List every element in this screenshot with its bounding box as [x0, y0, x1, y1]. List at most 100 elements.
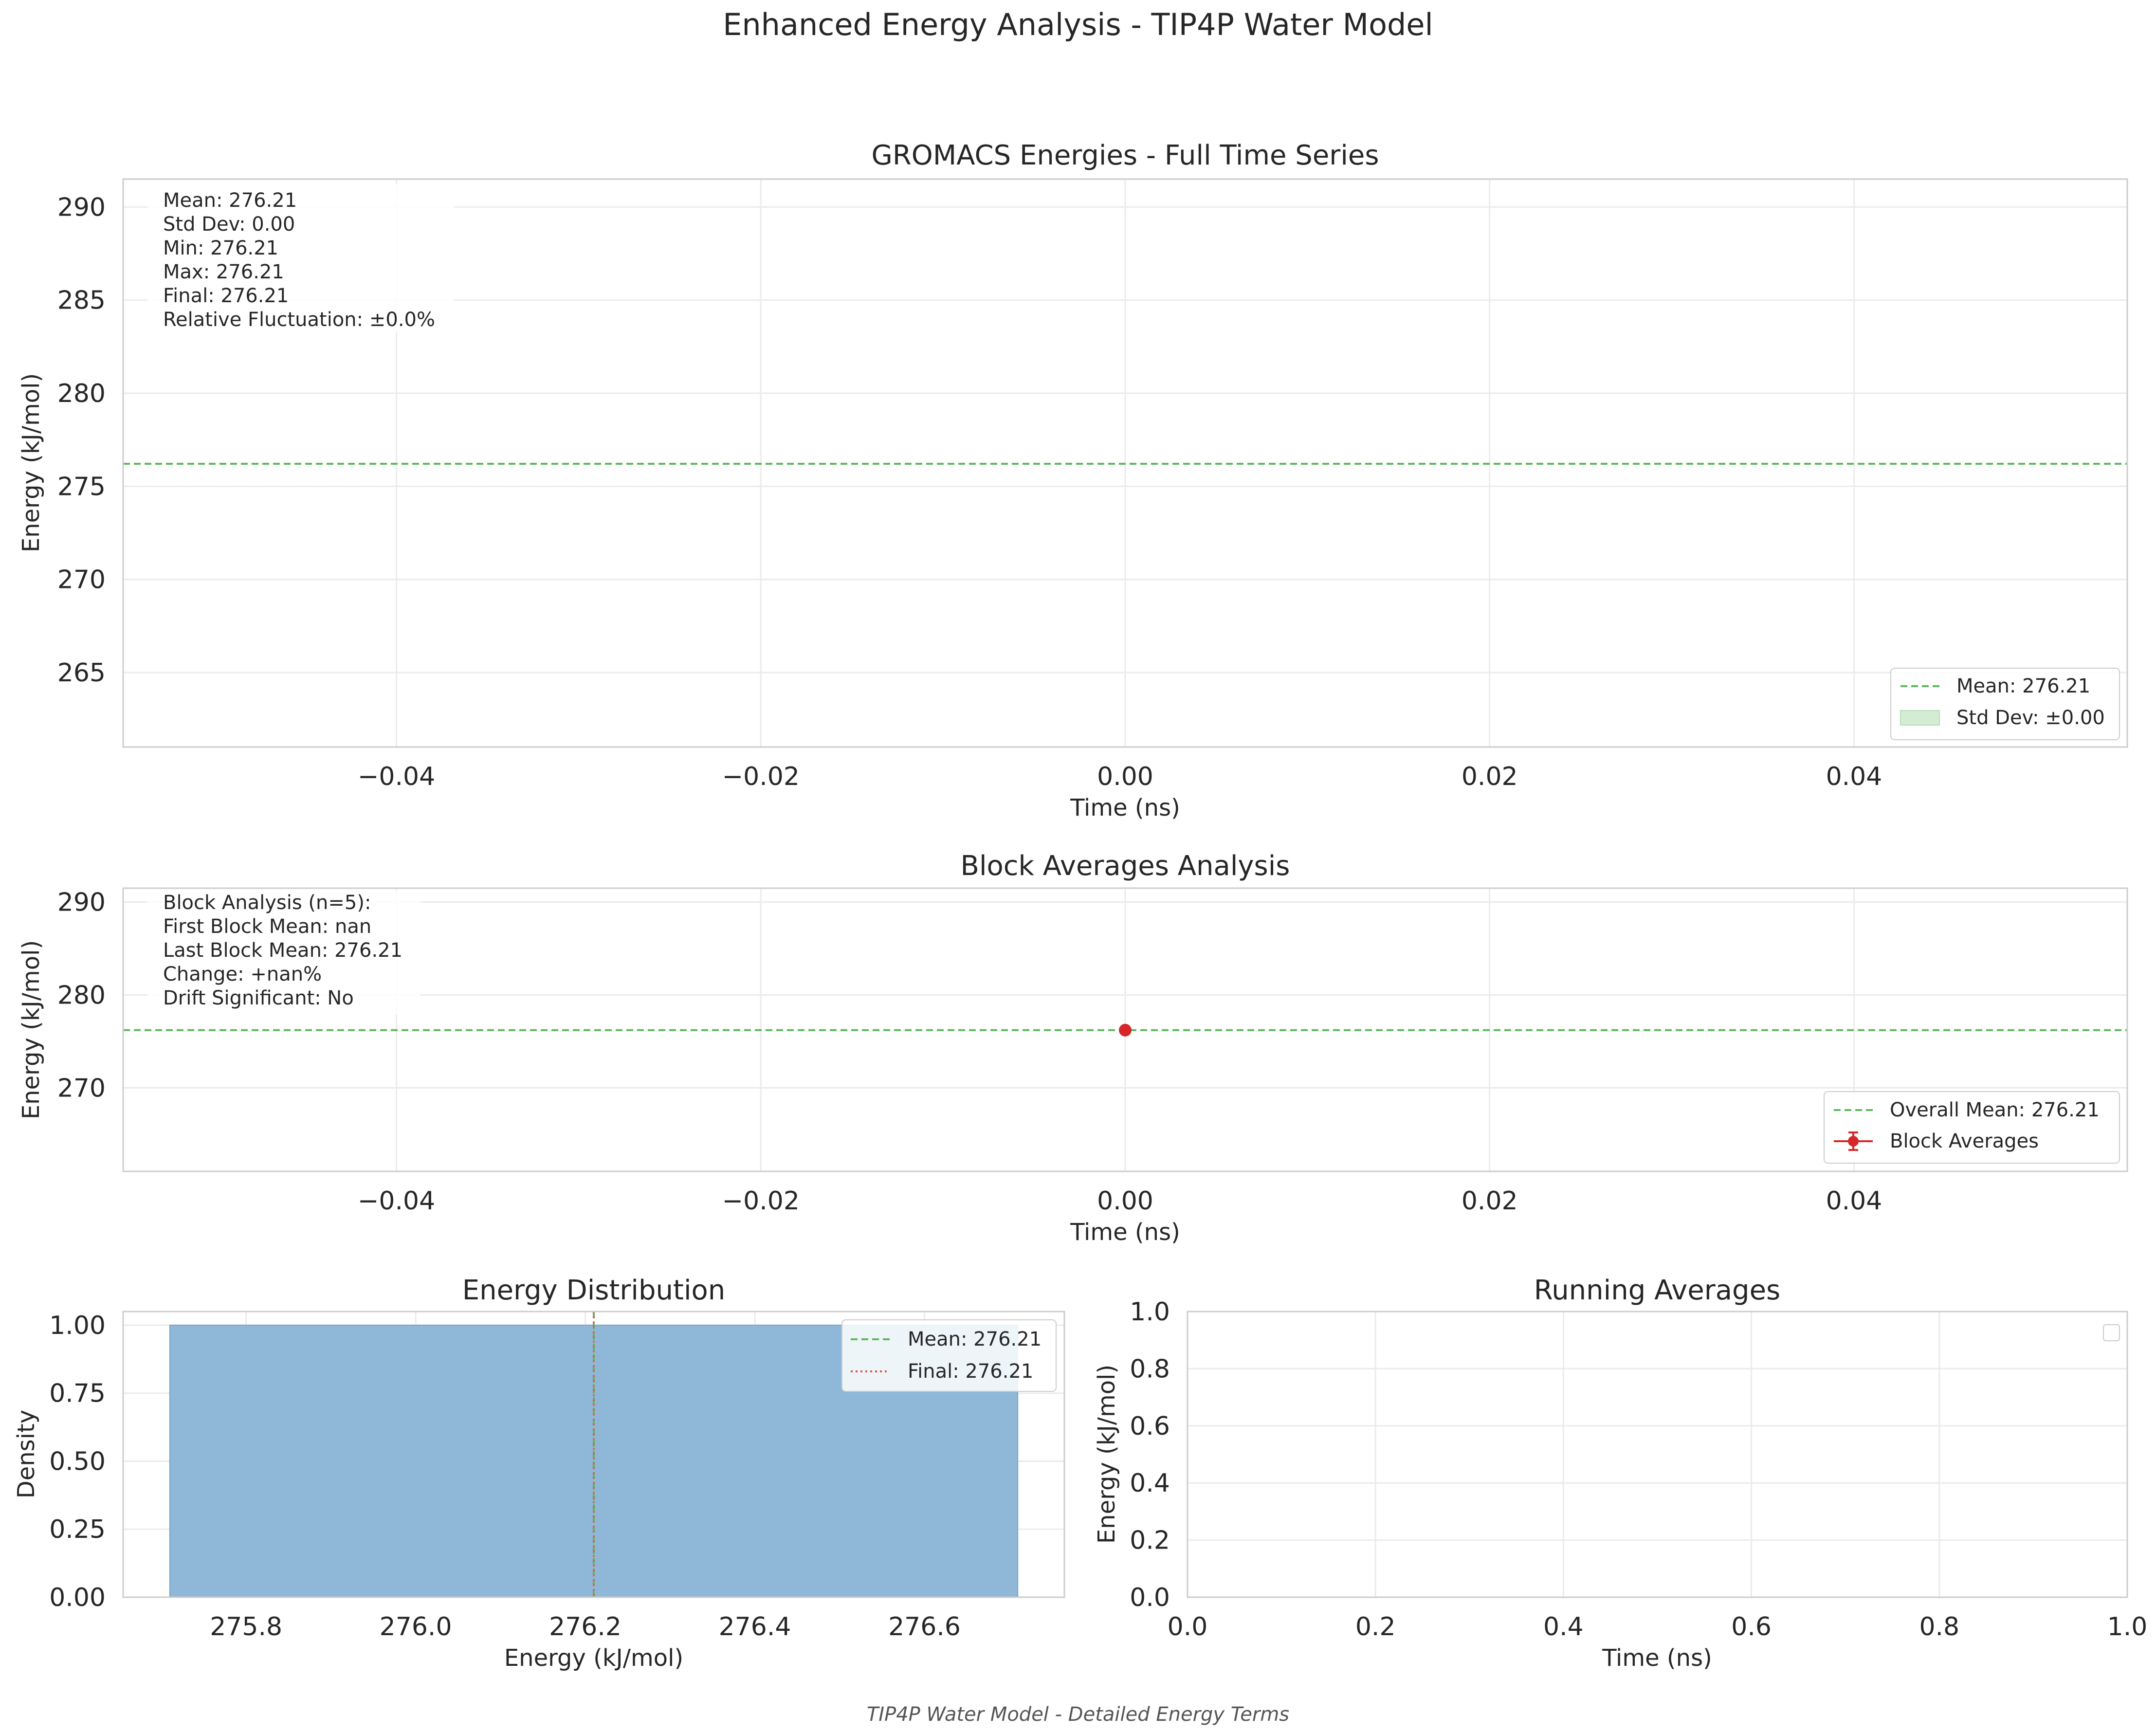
blocks-xtick-label: −0.02: [722, 1186, 800, 1216]
timeseries-ytick-label: 265: [57, 658, 106, 688]
blocks-ytick-label: 270: [57, 1074, 106, 1103]
histogram-legend-mean-label: Mean: 276.21: [908, 1328, 1041, 1350]
timeseries-stat-2: Min: 276.21: [163, 237, 278, 259]
timeseries-stats-box: Mean: 276.21 Std Dev: 0.00 Min: 276.21 M…: [147, 184, 454, 332]
blocks-stat-4: Drift Significant: No: [163, 987, 354, 1009]
timeseries-ytick-label: 280: [57, 379, 106, 408]
blocks-title: Block Averages Analysis: [961, 850, 1290, 882]
timeseries-ytick-label: 285: [57, 286, 106, 315]
blocks-stat-0: Block Analysis (n=5):: [163, 892, 371, 914]
timeseries-legend-mean-label: Mean: 276.21: [1956, 675, 2090, 697]
timeseries-stat-3: Max: 276.21: [163, 261, 284, 283]
histogram-ytick-label: 0.50: [49, 1447, 106, 1476]
blocks-xticks: −0.04 −0.02 0.00 0.02 0.04: [358, 1186, 1882, 1216]
timeseries-stat-4: Final: 276.21: [163, 285, 289, 307]
timeseries-title: GROMACS Energies - Full Time Series: [872, 140, 1379, 171]
histogram-xtick-label: 276.0: [380, 1612, 452, 1642]
blocks-ylabel: Energy (kJ/mol): [18, 940, 45, 1119]
blocks-stat-3: Change: +nan%: [163, 963, 322, 985]
histogram-xtick-label: 276.6: [888, 1612, 961, 1642]
histogram-yticks: 0.00 0.25 0.50 0.75 1.00: [49, 1311, 106, 1612]
blocks-xtick-label: 0.02: [1462, 1186, 1518, 1216]
blocks-marks: [123, 1023, 2127, 1037]
running-xtick-label: 0.0: [1168, 1612, 1208, 1642]
timeseries-xtick-label: 0.00: [1097, 762, 1153, 791]
running-xlabel: Time (ns): [1602, 1644, 1712, 1672]
timeseries-stat-1: Std Dev: 0.00: [163, 213, 295, 236]
figure-footer: TIP4P Water Model - Detailed Energy Term…: [867, 1703, 1289, 1726]
histogram-ytick-label: 0.25: [49, 1515, 106, 1544]
histogram-xtick-label: 276.4: [719, 1612, 791, 1642]
histogram-xlabel: Energy (kJ/mol): [504, 1644, 683, 1672]
timeseries-xtick-label: 0.02: [1462, 762, 1518, 791]
timeseries-yticks: 265 270 275 280 285 290: [57, 193, 106, 688]
histogram-ytick-label: 0.75: [49, 1379, 106, 1408]
histogram-ytick-label: 0.00: [49, 1583, 106, 1612]
running-xticks: 0.0 0.2 0.4 0.6 0.8 1.0: [1168, 1612, 2148, 1642]
blocks-stat-2: Last Block Mean: 276.21: [163, 939, 402, 962]
histogram-ylabel: Density: [13, 1410, 40, 1498]
running-ylabel: Energy (kJ/mol): [1093, 1365, 1120, 1544]
running-frame: [1187, 1311, 2128, 1598]
timeseries-xtick-label: −0.02: [722, 762, 800, 791]
timeseries-legend-box: [1890, 668, 2120, 740]
running-xtick-label: 0.4: [1543, 1612, 1584, 1642]
blocks-legend: Overall Mean: 276.21 Block Averages: [1824, 1091, 2120, 1164]
running-ytick-label: 0.4: [1130, 1469, 1170, 1498]
running-grid: [1187, 1311, 2128, 1598]
blocks-xlabel: Time (ns): [1070, 1219, 1180, 1246]
blocks-legend-block-label: Block Averages: [1890, 1130, 2039, 1152]
running-xtick-label: 0.2: [1355, 1612, 1396, 1642]
timeseries-xticks: −0.04 −0.02 0.00 0.02 0.04: [358, 762, 1882, 791]
running-ytick-label: 0.2: [1130, 1526, 1170, 1555]
blocks-ytick-label: 280: [57, 981, 106, 1010]
blocks-xtick-label: 0.04: [1826, 1186, 1882, 1216]
timeseries-ytick-label: 290: [57, 193, 106, 222]
blocks-frame: [122, 887, 2128, 1172]
histogram-xtick-label: 275.8: [210, 1612, 282, 1642]
timeseries-xtick-label: 0.04: [1826, 762, 1882, 791]
histogram-frame: [122, 1311, 1065, 1598]
timeseries-legend-std-label: Std Dev: ±0.00: [1956, 707, 2105, 729]
timeseries-grid: [123, 179, 2127, 747]
running-legend-box: [2103, 1324, 2120, 1341]
blocks-panel: Block Averages Analysis −0.04 −0.02 0.00 0.…: [18, 850, 2128, 1246]
timeseries-legend-std-swatch: [1900, 710, 1940, 726]
blocks-xtick-label: 0.00: [1097, 1186, 1153, 1216]
blocks-legend-mean-label: Overall Mean: 276.21: [1890, 1099, 2100, 1121]
blocks-yticks: 270 280 290: [57, 888, 106, 1103]
running-ytick-label: 1.0: [1130, 1297, 1170, 1327]
blocks-ytick-label: 290: [57, 888, 106, 917]
histogram-legend-final-label: Final: 276.21: [908, 1360, 1033, 1383]
timeseries-xtick-label: −0.04: [358, 762, 435, 791]
timeseries-panel: GROMACS Energies - Full Time Series −0.0…: [18, 140, 2128, 821]
figure-suptitle: Enhanced Energy Analysis - TIP4P Water M…: [723, 7, 1433, 42]
timeseries-legend: Mean: 276.21 Std Dev: ±0.00: [1890, 668, 2120, 740]
blocks-stats-background: [147, 891, 420, 1015]
running-panel: Running Averages 0.0 0.2 0.4 0.6 0.8 1.0 0.00…: [1093, 1275, 2147, 1672]
timeseries-stat-0: Mean: 276.21: [163, 189, 297, 212]
timeseries-stats-background: [147, 184, 454, 332]
timeseries-xlabel: Time (ns): [1070, 794, 1180, 821]
running-ytick-label: 0.8: [1130, 1354, 1170, 1384]
histogram-xtick-label: 276.2: [549, 1612, 621, 1642]
timeseries-ytick-label: 275: [57, 472, 106, 501]
running-xtick-label: 0.8: [1919, 1612, 1959, 1642]
timeseries-ytick-label: 270: [57, 566, 106, 595]
histogram-title: Energy Distribution: [462, 1275, 726, 1306]
histogram-legend: Mean: 276.21 Final: 276.21: [841, 1319, 1057, 1392]
running-ytick-label: 0.0: [1130, 1583, 1170, 1612]
running-xtick-label: 0.6: [1731, 1612, 1772, 1642]
blocks-stat-1: First Block Mean: nan: [163, 915, 371, 938]
running-yticks: 0.0 0.2 0.4 0.6 0.8 1.0: [1130, 1297, 1170, 1612]
histogram-ytick-label: 1.00: [49, 1311, 106, 1340]
running-ytick-label: 0.6: [1130, 1412, 1170, 1441]
blocks-legend-box: [1824, 1091, 2120, 1164]
timeseries-ylabel: Energy (kJ/mol): [18, 373, 45, 552]
running-xtick-label: 1.0: [2107, 1612, 2148, 1642]
histogram-legend-box: [841, 1319, 1057, 1392]
blocks-stats-box: Block Analysis (n=5): First Block Mean: …: [147, 891, 420, 1015]
timeseries-frame: [122, 178, 2128, 748]
running-title: Running Averages: [1534, 1275, 1780, 1306]
